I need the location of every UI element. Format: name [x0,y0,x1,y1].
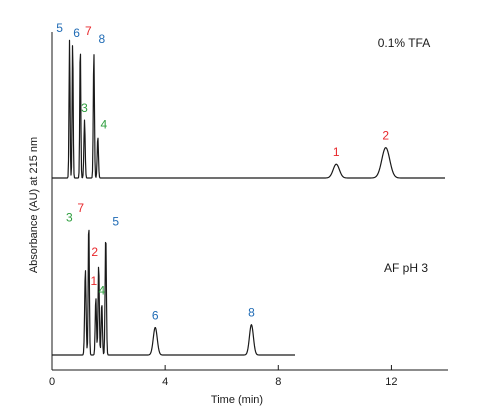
peak-label: 5 [112,215,119,229]
panel-1: 5 6 7 3 8 4 1 2 0.1% TFA [51,21,446,179]
peak-label: 3 [66,210,73,224]
x-axis-ticks: 0 4 8 12 [49,365,398,388]
axes [51,32,448,371]
peak-label: 4 [98,284,105,298]
peak-label: 8 [248,306,255,320]
condition-label: 0.1% TFA [378,36,430,50]
peak-label: 7 [77,201,84,215]
peak-label: 1 [333,145,340,159]
panel-2: 37 1 2 4 5 6 8 AF pH 3 [51,201,428,356]
x-tick-label: 0 [49,376,55,388]
x-tick-label: 8 [275,376,281,388]
peak-label: 3 [81,101,88,115]
peak-label: 4 [100,118,107,132]
chromatogram-trace [51,229,296,356]
x-tick-label: 12 [385,376,397,388]
x-tick-label: 4 [162,376,168,388]
y-axis-label: Absorbance (AU) at 215 nm [28,137,40,273]
peak-label: 6 [152,308,159,322]
peak-label: 5 [56,21,63,35]
peak-label: 6 [73,26,80,40]
peak-label: 2 [91,245,98,259]
peak-label: 8 [99,32,106,46]
x-axis-label: Time (min) [211,394,263,406]
peak-label: 7 [85,24,92,38]
chromatogram-trace [51,39,446,179]
peak-label: 1 [90,274,97,288]
condition-label: AF pH 3 [384,261,428,275]
peak-label: 2 [382,129,389,143]
